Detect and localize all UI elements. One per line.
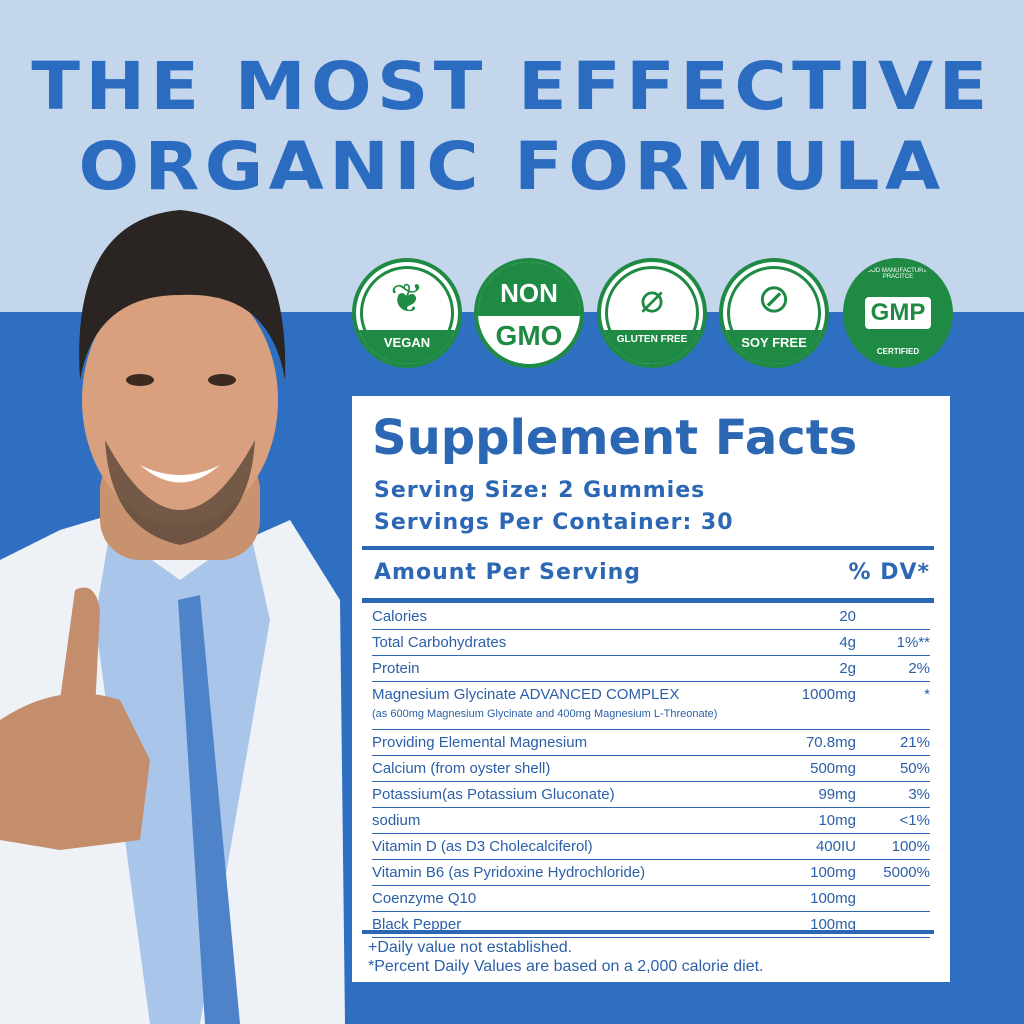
divider [362,546,934,550]
nutrient-dv: 3% [908,786,930,803]
footnote-2: *Percent Daily Values are based on a 2,0… [368,958,764,975]
headline-line-1: THE MOST EFFECTIVE [31,48,993,125]
gluten-free-badge: ⌀ GLUTEN FREE [597,258,707,368]
nutrient-amount: 20 [839,608,856,625]
facts-row: Protein 2g 2% [372,656,930,682]
nutrient-name: Black Pepper [372,916,462,933]
nutrient-amount: 99mg [818,786,856,803]
dv-header: % DV* [848,560,930,585]
nutrient-name: Providing Elemental Magnesium [372,734,588,751]
facts-row: Providing Elemental Magnesium 70.8mg 21% [372,730,930,756]
facts-row: Total Carbohydrates 4g 1%** [372,630,930,656]
nutrient-dv: 21% [899,734,930,751]
nutrient-dv: 1%** [896,634,930,651]
footnote-1: +Daily value not established. [368,939,573,956]
gmp-badge: GOOD MANUFACTURING PRACITCE GMP CERTIFIE… [843,258,953,368]
facts-row: Coenzyme Q10 100mg [372,886,930,912]
nutrient-dv: * [924,686,930,703]
nutrient-amount: 100mg [810,864,856,881]
divider [362,598,934,603]
nutrient-name: sodium [372,812,421,829]
servings-per-container: Servings Per Container: 30 [374,510,734,535]
nutrient-amount: 2g [839,660,856,677]
doctor-thumbs-up-image [0,210,345,1024]
nutrient-amount: 10mg [818,812,856,829]
nutrient-amount: 100mg [810,890,856,907]
nutrient-amount: 70.8mg [805,734,856,751]
nutrient-amount: 4g [839,634,856,651]
nutrient-name: Calories [372,608,428,625]
nutrient-note: (as 600mg Magnesium Glycinate and 400mg … [372,708,718,720]
nutrient-name: Magnesium Glycinate ADVANCED COMPLEX [372,686,680,703]
facts-title: Supplement Facts [372,410,858,466]
nutrient-dv: 50% [899,760,930,777]
facts-row: Calories 20 [372,604,930,630]
nutrient-name: Total Carbohydrates [372,634,507,651]
nutrient-amount: 100mg [810,916,856,933]
facts-row: sodium 10mg <1% [372,808,930,834]
soybean-crossed-icon: ⊘ [757,277,791,321]
facts-row: Magnesium Glycinate ADVANCED COMPLEX (as … [372,682,930,730]
nutrient-name: Protein [372,660,420,677]
leaf-icon: ❦ [390,277,424,321]
soy-free-badge: ⊘ SOY FREE [719,258,829,368]
facts-row: Potassium(as Potassium Gluconate) 99mg 3% [372,782,930,808]
nutrient-name: Calcium (from oyster shell) [372,760,551,777]
facts-row: Vitamin D (as D3 Cholecalciferol) 400IU 10… [372,834,930,860]
nutrient-name: Coenzyme Q10 [372,890,477,907]
supplement-facts-panel: Supplement Facts Serving Size: 2 Gummies… [352,396,950,982]
serving-size: Serving Size: 2 Gummies [374,478,706,503]
facts-row: Black Pepper 100mg [372,912,930,938]
nutrient-dv: 5000% [883,864,930,881]
nutrient-name: Vitamin D (as D3 Cholecalciferol) [372,838,593,855]
nutrient-dv: 2% [908,660,930,677]
wheat-crossed-icon: ⌀ [639,277,665,321]
amount-header: Amount Per Serving [374,560,642,585]
nutrient-dv: 100% [891,838,930,855]
nutrient-name: Potassium(as Potassium Gluconate) [372,786,615,803]
nutrient-name: Vitamin B6 (as Pyridoxine Hydrochloride) [372,864,646,881]
facts-row: Calcium (from oyster shell) 500mg 50% [372,756,930,782]
divider [362,930,934,934]
nutrient-amount: 400IU [815,838,856,855]
vegan-badge: ❦ VEGAN [352,258,462,368]
nutrient-amount: 500mg [810,760,856,777]
nutrient-dv: <1% [899,812,930,829]
nutrient-amount: 1000mg [801,686,856,703]
non-gmo-badge: NON GMO [474,258,584,368]
headline-line-2: ORGANIC FORMULA [78,128,946,205]
facts-row: Vitamin B6 (as Pyridoxine Hydrochloride)… [372,860,930,886]
